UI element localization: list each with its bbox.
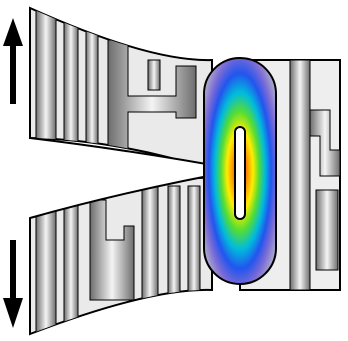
down-arrow (3, 240, 23, 328)
lower-arm (29, 176, 213, 336)
crack-notch (30, 138, 240, 218)
slot (234, 126, 246, 220)
upper-arm (29, 6, 213, 172)
up-arrow (3, 18, 23, 104)
